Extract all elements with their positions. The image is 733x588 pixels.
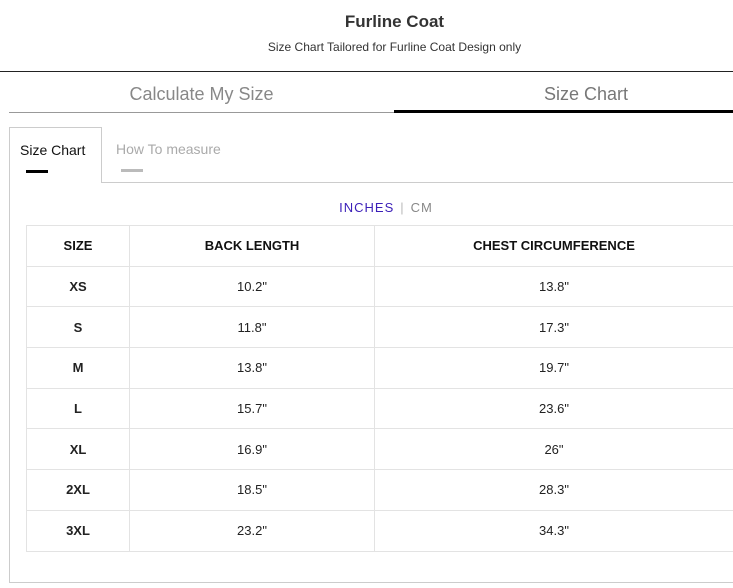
size-cell: S: [26, 306, 130, 349]
column-header: BACK LENGTH: [129, 225, 375, 267]
table-row: 3XL 23.2" 34.3": [26, 509, 733, 552]
divider: [0, 71, 733, 72]
size-chart-panel: Size Chart How To measure INCHES | CM SIZE…: [9, 127, 733, 583]
chest-cell: 19.7": [374, 347, 733, 389]
column-header: SIZE: [26, 225, 130, 267]
divider: [101, 182, 733, 183]
size-cell: M: [26, 347, 130, 389]
subtab-how-to-measure-label: How To measure: [116, 141, 221, 157]
back-length-cell: 13.8": [129, 347, 375, 389]
inactive-indicator: [121, 169, 143, 172]
unit-inches[interactable]: INCHES: [339, 200, 395, 215]
chest-cell: 26": [374, 428, 733, 471]
back-length-cell: 15.7": [129, 387, 375, 430]
column-header: CHEST CIRCUMFERENCE: [374, 225, 733, 267]
chest-cell: 23.6": [374, 387, 733, 430]
active-indicator: [26, 170, 48, 173]
subtab-size-chart[interactable]: Size Chart: [10, 127, 102, 183]
table-header-row: SIZE BACK LENGTH CHEST CIRCUMFERENCE: [26, 225, 733, 267]
chest-cell: 28.3": [374, 469, 733, 511]
size-cell: XS: [26, 265, 130, 308]
back-length-cell: 10.2": [129, 265, 375, 308]
chest-cell: 17.3": [374, 306, 733, 349]
tab-calculate-my-size[interactable]: Calculate My Size: [9, 84, 394, 113]
size-cell: XL: [26, 428, 130, 471]
chest-cell: 34.3": [374, 509, 733, 552]
table-row: XL 16.9" 26": [26, 428, 733, 471]
back-length-cell: 16.9": [129, 428, 375, 471]
unit-separator: |: [400, 200, 405, 215]
back-length-cell: 11.8": [129, 306, 375, 349]
unit-cm[interactable]: CM: [410, 200, 433, 215]
size-cell: 2XL: [26, 469, 130, 511]
page-subtitle: Size Chart Tailored for Furline Coat Des…: [267, 40, 522, 54]
table-row: XS 10.2" 13.8": [26, 265, 733, 308]
table-row: L 15.7" 23.6": [26, 387, 733, 430]
back-length-cell: 23.2": [129, 509, 375, 552]
page-title: Furline Coat: [344, 12, 445, 31]
unit-toggle: INCHES | CM: [40, 200, 732, 215]
back-length-cell: 18.5": [129, 469, 375, 511]
table-row: M 13.8" 19.7": [26, 347, 733, 389]
size-cell: L: [26, 387, 130, 430]
tab-size-chart[interactable]: Size Chart: [394, 84, 733, 113]
table-row: S 11.8" 17.3": [26, 306, 733, 349]
size-table: SIZE BACK LENGTH CHEST CIRCUMFERENCE XS 10.…: [26, 225, 733, 552]
chest-cell: 13.8": [374, 265, 733, 308]
size-cell: 3XL: [26, 509, 130, 552]
subtab-size-chart-label: Size Chart: [20, 142, 86, 158]
table-row: 2XL 18.5" 28.3": [26, 469, 733, 511]
